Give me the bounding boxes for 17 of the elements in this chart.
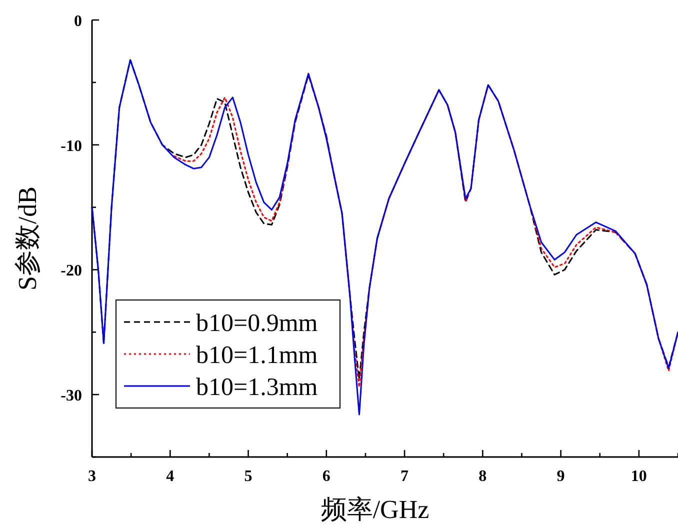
y-tick-label: -20 — [60, 262, 82, 280]
legend-label: b10=1.3mm — [196, 374, 318, 401]
x-tick-label: 8 — [478, 468, 487, 485]
x-axis-title: 频率/GHz — [320, 495, 430, 524]
y-tick-label: -10 — [60, 138, 82, 155]
x-tick-label: 9 — [556, 468, 565, 485]
y-tick-label: 0 — [74, 13, 82, 30]
legend-label: b10=1.1mm — [196, 342, 318, 369]
y-tick-label: -30 — [60, 388, 82, 405]
x-tick-label: 10 — [630, 468, 647, 485]
x-tick-label: 4 — [166, 468, 174, 485]
legend-label: b10=0.9mm — [196, 310, 318, 337]
x-tick-label: 7 — [400, 468, 409, 485]
x-tick-label: 6 — [322, 468, 330, 485]
x-tick-label: 3 — [88, 468, 96, 485]
x-tick-label: 5 — [244, 468, 252, 485]
y-axis-title: S参数/dB — [13, 186, 42, 291]
